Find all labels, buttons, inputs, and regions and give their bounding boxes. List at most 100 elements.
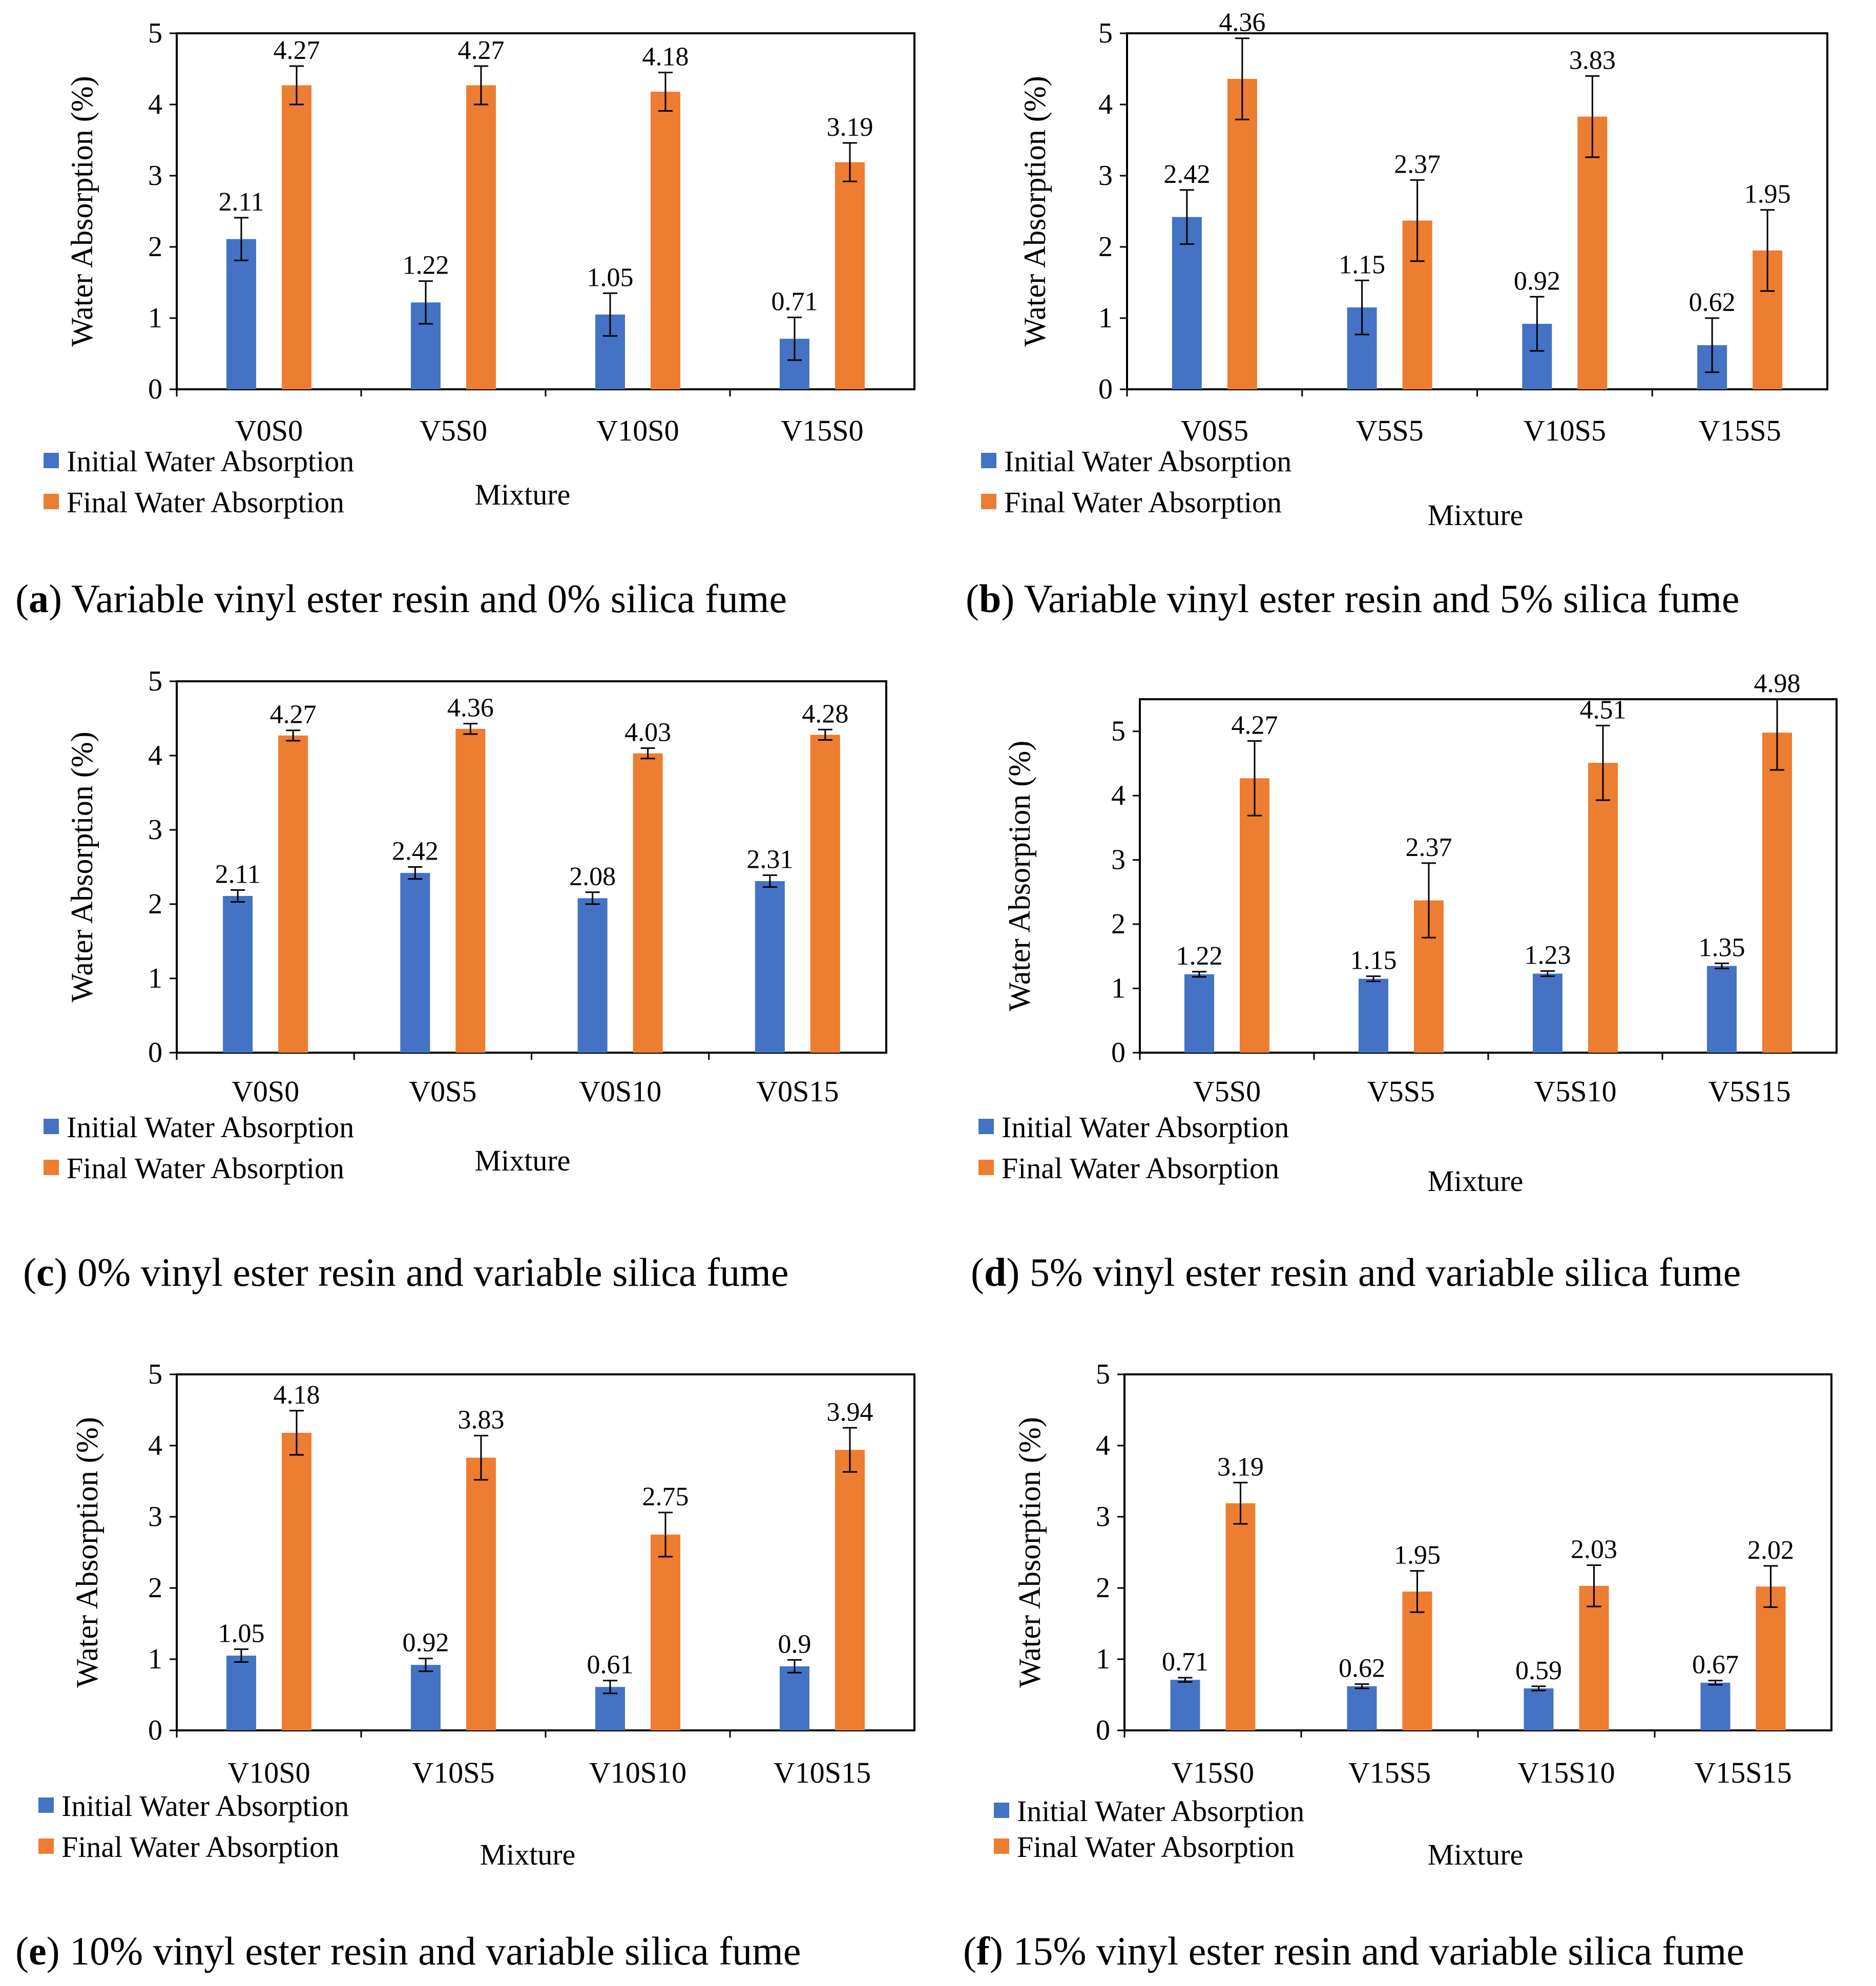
legend-label: Initial Water Absorption bbox=[1017, 1794, 1304, 1828]
legend-swatch bbox=[44, 1160, 59, 1175]
final-bar bbox=[282, 85, 311, 390]
caption-text: Variable vinyl ester resin and 0% silica… bbox=[62, 576, 787, 621]
y-tick-label: 4 bbox=[1098, 89, 1113, 120]
y-axis-title: Water Absorption (%) bbox=[65, 731, 99, 1002]
legend-label: Final Water Absorption bbox=[1004, 486, 1282, 519]
y-axis-title: Water Absorption (%) bbox=[1013, 1417, 1047, 1687]
legend-label: Initial Water Absorption bbox=[67, 445, 354, 478]
initial-bar bbox=[1707, 966, 1737, 1053]
chart-panel-b: 0 1 2 3 4 5 Water Absorption (%) V0S5 2.42 4.36 V5… bbox=[966, 8, 1828, 621]
x-tick-label: V10S0 bbox=[227, 1756, 310, 1789]
caption-text: 15% vinyl ester resin and variable silic… bbox=[1003, 1929, 1744, 1973]
y-axis-title: Water Absorption (%) bbox=[70, 1417, 104, 1687]
data-label: 1.95 bbox=[1394, 1541, 1441, 1570]
data-label: 0.61 bbox=[587, 1650, 634, 1680]
data-label: 4.27 bbox=[274, 36, 320, 65]
legend-label: Initial Water Absorption bbox=[67, 1111, 354, 1144]
final-bar bbox=[466, 85, 496, 390]
y-tick-label: 5 bbox=[1098, 17, 1113, 49]
y-tick-label: 2 bbox=[148, 888, 162, 920]
y-tick-label: 5 bbox=[148, 665, 162, 697]
y-tick-label: 0 bbox=[148, 1715, 162, 1746]
legend-swatch bbox=[981, 453, 996, 468]
data-label: 0.59 bbox=[1515, 1656, 1562, 1685]
data-label: 0.9 bbox=[778, 1629, 811, 1659]
x-tick-label: V5S5 bbox=[1367, 1075, 1435, 1108]
caption-letter: d bbox=[984, 1250, 1006, 1294]
x-tick-label: V5S10 bbox=[1534, 1075, 1616, 1108]
legend-swatch bbox=[38, 1838, 54, 1854]
legend-swatch bbox=[38, 1797, 54, 1813]
initial-bar bbox=[1184, 974, 1214, 1053]
data-label: 4.27 bbox=[1232, 711, 1278, 740]
y-tick-label: 3 bbox=[148, 814, 162, 846]
x-axis-title: Mixture bbox=[475, 478, 571, 511]
initial-bar bbox=[1347, 1686, 1377, 1730]
final-bar bbox=[1588, 763, 1618, 1053]
final-bar bbox=[278, 735, 308, 1053]
x-tick-label: V5S0 bbox=[420, 414, 487, 447]
legend-label: Final Water Absorption bbox=[67, 1152, 344, 1185]
y-axis-title: Water Absorption (%) bbox=[65, 76, 99, 346]
y-tick-label: 5 bbox=[1096, 1358, 1110, 1390]
y-tick-label: 3 bbox=[148, 1501, 162, 1533]
panel-caption: (a) Variable vinyl ester resin and 0% si… bbox=[15, 576, 787, 621]
data-label: 4.28 bbox=[802, 699, 848, 728]
y-axis-title: Water Absorption (%) bbox=[1003, 741, 1036, 1011]
legend-swatch bbox=[981, 494, 996, 509]
final-bar bbox=[810, 735, 840, 1053]
data-label: 0.62 bbox=[1339, 1654, 1385, 1683]
caption-letter: b bbox=[979, 576, 1001, 621]
y-tick-label: 0 bbox=[1096, 1715, 1110, 1746]
x-tick-label: V5S5 bbox=[1356, 414, 1424, 447]
final-bar bbox=[1227, 78, 1257, 389]
y-tick-label: 4 bbox=[1111, 780, 1125, 811]
legend-swatch bbox=[978, 1160, 994, 1175]
data-label: 1.15 bbox=[1350, 946, 1397, 975]
chart-panel-a: 0 1 2 3 4 5 Water Absorption (%) V0S0 2.11 4.27 V5… bbox=[15, 17, 915, 621]
legend-label: Final Water Absorption bbox=[1002, 1152, 1279, 1185]
chart-panel-f: 0 1 2 3 4 5 Water Absorption (%) V15S0 0.71 3.19 V… bbox=[963, 1358, 1832, 1973]
data-label: 2.11 bbox=[215, 860, 261, 889]
final-bar bbox=[282, 1432, 311, 1730]
final-bar bbox=[1762, 733, 1792, 1053]
x-tick-label: V15S5 bbox=[1699, 414, 1781, 447]
data-label: 2.42 bbox=[392, 837, 439, 866]
caption-text: 0% vinyl ester resin and variable silica… bbox=[68, 1250, 789, 1294]
y-tick-label: 5 bbox=[148, 1358, 162, 1390]
initial-bar bbox=[1359, 978, 1388, 1053]
x-axis-title: Mixture bbox=[1428, 498, 1524, 532]
x-tick-label: V0S0 bbox=[235, 414, 303, 447]
y-tick-label: 1 bbox=[1096, 1643, 1110, 1675]
initial-bar bbox=[411, 1665, 441, 1730]
data-label: 2.08 bbox=[569, 862, 616, 891]
initial-bar bbox=[226, 239, 256, 389]
final-bar bbox=[1240, 778, 1269, 1053]
data-label: 3.94 bbox=[827, 1397, 873, 1427]
legend-label: Initial Water Absorption bbox=[1004, 445, 1291, 478]
initial-bar bbox=[595, 1687, 625, 1730]
data-label: 1.05 bbox=[587, 263, 634, 292]
y-tick-label: 0 bbox=[148, 1037, 162, 1069]
data-label: 3.83 bbox=[458, 1406, 505, 1435]
y-tick-label: 0 bbox=[1111, 1037, 1125, 1069]
x-tick-label: V0S15 bbox=[756, 1075, 839, 1108]
data-label: 0.92 bbox=[403, 1628, 449, 1658]
x-tick-label: V15S0 bbox=[781, 414, 863, 447]
y-tick-label: 1 bbox=[148, 302, 162, 334]
data-label: 2.42 bbox=[1163, 160, 1210, 189]
y-tick-label: 2 bbox=[1096, 1572, 1110, 1604]
y-tick-label: 0 bbox=[148, 373, 162, 405]
caption-letter: f bbox=[976, 1929, 990, 1973]
data-label: 1.15 bbox=[1339, 250, 1385, 279]
y-tick-label: 5 bbox=[148, 17, 162, 49]
y-tick-label: 4 bbox=[1096, 1430, 1110, 1461]
legend-swatch bbox=[44, 453, 59, 468]
initial-bar bbox=[1700, 1682, 1731, 1730]
x-axis-title: Mixture bbox=[1428, 1838, 1524, 1871]
initial-bar bbox=[577, 898, 608, 1053]
x-tick-label: V5S15 bbox=[1708, 1075, 1790, 1108]
data-label: 2.11 bbox=[218, 187, 264, 217]
final-bar bbox=[651, 1534, 680, 1730]
data-label: 1.22 bbox=[403, 251, 449, 280]
